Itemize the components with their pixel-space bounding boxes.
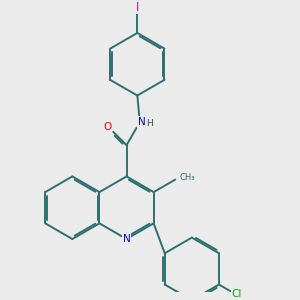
Text: O: O — [103, 122, 112, 132]
Text: Cl: Cl — [232, 289, 242, 299]
Text: I: I — [136, 1, 139, 14]
Text: CH₃: CH₃ — [179, 173, 195, 182]
Text: N: N — [137, 117, 145, 127]
Text: N: N — [123, 234, 130, 244]
Text: H: H — [146, 119, 153, 128]
